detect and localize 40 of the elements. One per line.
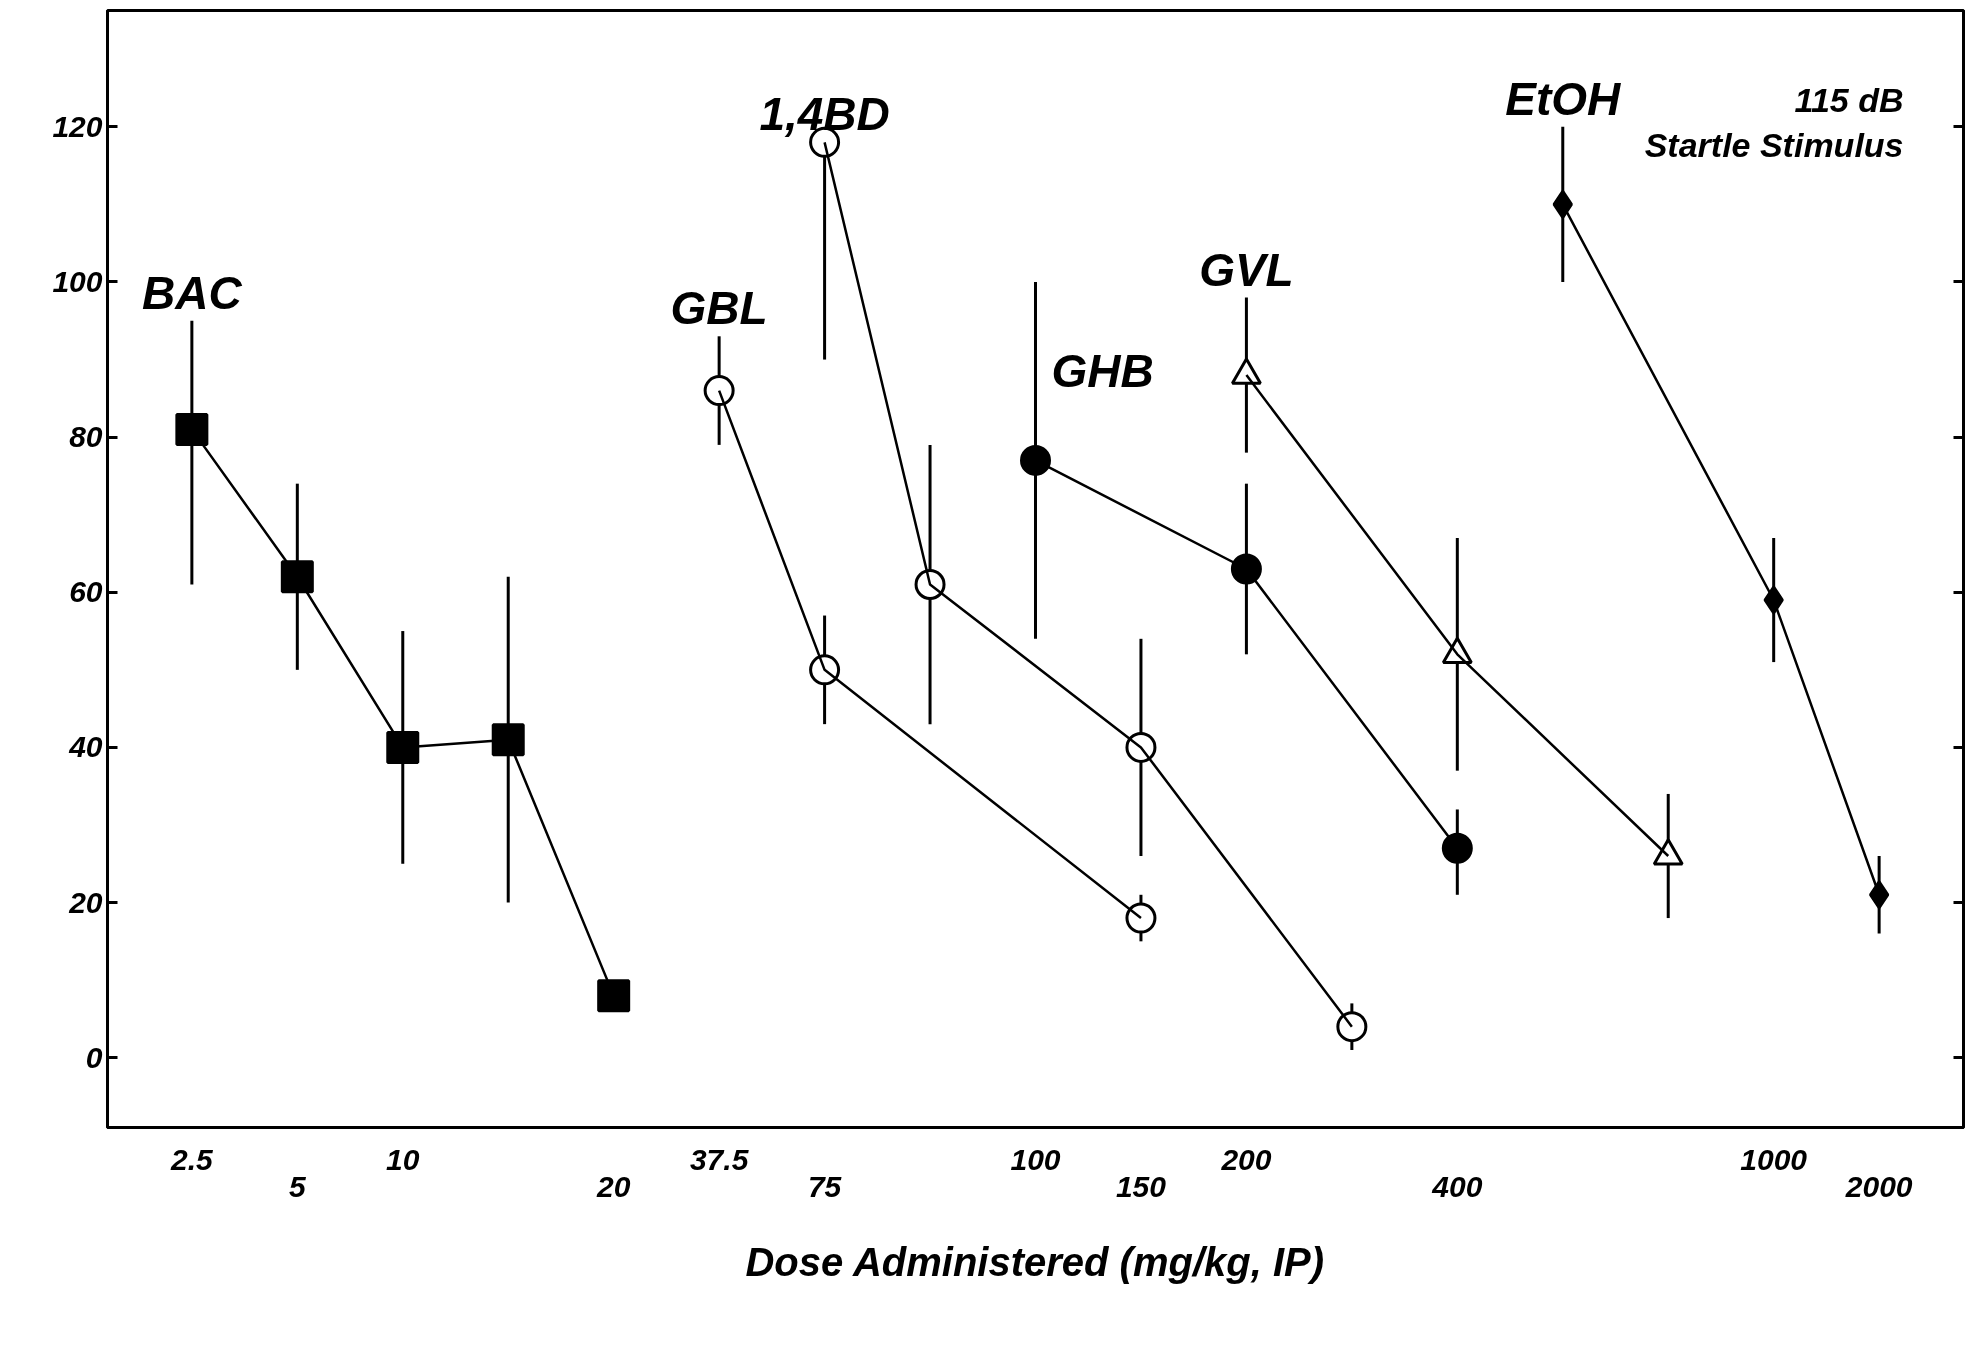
x-tick-label: 10 xyxy=(386,1142,420,1176)
point xyxy=(703,375,735,407)
y-tick-label: 60 xyxy=(69,575,103,609)
point xyxy=(386,730,420,764)
point xyxy=(1125,902,1157,934)
x-tick-label: 100 xyxy=(1010,1142,1061,1176)
x-tick-label: 37.5 xyxy=(689,1142,750,1176)
point xyxy=(597,979,631,1013)
point xyxy=(1552,189,1573,219)
y-tick-label: 100 xyxy=(52,264,103,298)
series-label: GVL xyxy=(1199,243,1294,296)
x-tick-label: 200 xyxy=(1220,1142,1272,1176)
text: BAC xyxy=(142,266,243,319)
point xyxy=(1230,553,1262,585)
x-tick-label: 2000 xyxy=(1844,1169,1913,1203)
y-tick-label: 20 xyxy=(68,885,103,919)
series-label: 1,4BD xyxy=(759,88,890,141)
x-tick-label: 2.5 xyxy=(170,1142,215,1176)
point xyxy=(491,723,525,757)
y-tick-label: 0 xyxy=(85,1040,103,1074)
point xyxy=(175,412,209,446)
x-tick-label: 400 xyxy=(1431,1169,1483,1203)
x-axis-title: Dose Administered (mg/kg, IP) xyxy=(745,1239,1325,1284)
x-tick-label: 75 xyxy=(807,1169,843,1203)
x-tick-label: 20 xyxy=(596,1169,631,1203)
y-tick-label: 120 xyxy=(52,109,103,143)
x-tick-label: 5 xyxy=(288,1169,307,1203)
series-label: EtOH xyxy=(1505,72,1622,125)
x-tick-label: 150 xyxy=(1115,1169,1167,1203)
point xyxy=(1441,832,1473,864)
point xyxy=(280,560,314,594)
x-tick-label: 1000 xyxy=(1740,1142,1808,1176)
point xyxy=(1868,880,1890,910)
y-tick-label: 80 xyxy=(69,420,103,454)
series-label: GBL xyxy=(670,282,768,335)
point xyxy=(1336,1011,1368,1043)
series-label: GHB xyxy=(1051,345,1154,398)
point xyxy=(1020,444,1051,476)
annotation: 115 dB Startle Stimulus xyxy=(1644,80,1904,165)
y-tick-label: 40 xyxy=(68,730,103,764)
